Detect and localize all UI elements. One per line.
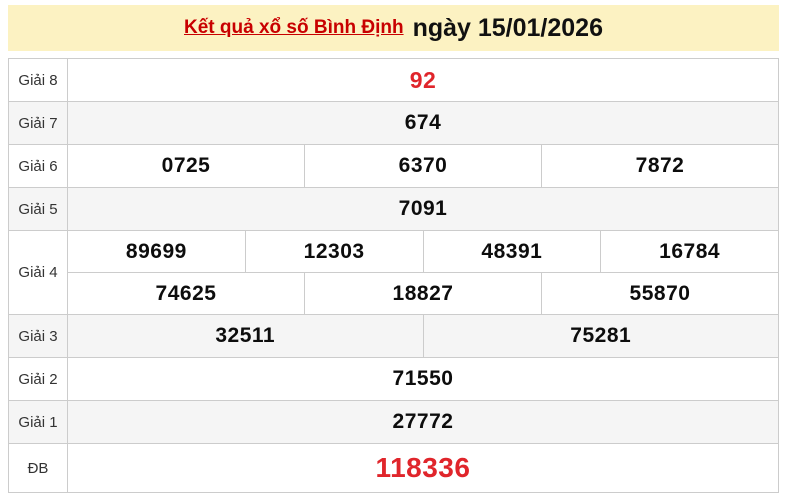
prize-number-giai-1: 27772 xyxy=(67,400,779,444)
prize-number-giai-7: 674 xyxy=(67,101,779,145)
row-giai-6: Giải 6 0725 6370 7872 xyxy=(8,144,779,188)
prize-label-giai-2: Giải 2 xyxy=(8,357,68,401)
page-header: Kết quả xổ số Bình Định ngày 15/01/2026 xyxy=(8,5,779,51)
prize-number-giai-5: 7091 xyxy=(67,187,779,231)
prize-number-dac-biet: 118336 xyxy=(67,443,779,493)
row-giai-8: Giải 8 92 xyxy=(8,58,779,102)
row-giai-4-top: Giải 4 89699 12303 48391 16784 xyxy=(8,230,779,315)
prize-number-giai-4-4: 16784 xyxy=(600,230,779,273)
prize-label-giai-1: Giải 1 xyxy=(8,400,68,444)
row-giai-3: Giải 3 32511 75281 xyxy=(8,314,779,358)
prize-label-giai-3: Giải 3 xyxy=(8,314,68,358)
prize-number-giai-8: 92 xyxy=(67,58,779,102)
prize-label-dac-biet: ĐB xyxy=(8,443,68,493)
prize-number-giai-4-6: 18827 xyxy=(304,272,542,315)
results-table: Giải 8 92 Giải 7 674 Giải 6 0725 6370 78… xyxy=(8,58,779,493)
row-giai-7: Giải 7 674 xyxy=(8,101,779,145)
prize-number-giai-3-2: 75281 xyxy=(422,314,779,358)
prize-number-giai-4-3: 48391 xyxy=(422,230,602,273)
prize-number-giai-4-5: 74625 xyxy=(67,272,305,315)
prize-number-giai-3-1: 32511 xyxy=(67,314,424,358)
prize-number-giai-4-2: 12303 xyxy=(244,230,424,273)
prize-label-giai-5: Giải 5 xyxy=(8,187,68,231)
prize-number-giai-2: 71550 xyxy=(67,357,779,401)
title-date: ngày 15/01/2026 xyxy=(412,13,603,42)
prize-number-giai-4-1: 89699 xyxy=(67,230,246,273)
prize-number-giai-6-2: 6370 xyxy=(304,144,542,188)
prize-label-giai-4: Giải 4 xyxy=(8,230,68,315)
row-giai-4-bottom: 74625 18827 55870 xyxy=(9,272,779,315)
prize-label-giai-7: Giải 7 xyxy=(8,101,68,145)
title-link[interactable]: Kết quả xổ số Bình Định xyxy=(184,17,404,38)
prize-label-giai-6: Giải 6 xyxy=(8,144,68,188)
row-giai-2: Giải 2 71550 xyxy=(8,357,779,401)
row-giai-5: Giải 5 7091 xyxy=(8,187,779,231)
prize-number-giai-6-1: 0725 xyxy=(67,144,305,188)
prize-number-giai-4-7: 55870 xyxy=(541,272,779,315)
prize-number-giai-6-3: 7872 xyxy=(541,144,779,188)
row-dac-biet: ĐB 118336 xyxy=(8,443,779,493)
prize-label-giai-8: Giải 8 xyxy=(8,58,68,102)
row-giai-1: Giải 1 27772 xyxy=(8,400,779,444)
